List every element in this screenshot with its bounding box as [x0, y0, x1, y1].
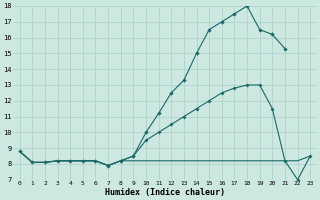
- X-axis label: Humidex (Indice chaleur): Humidex (Indice chaleur): [105, 188, 225, 197]
